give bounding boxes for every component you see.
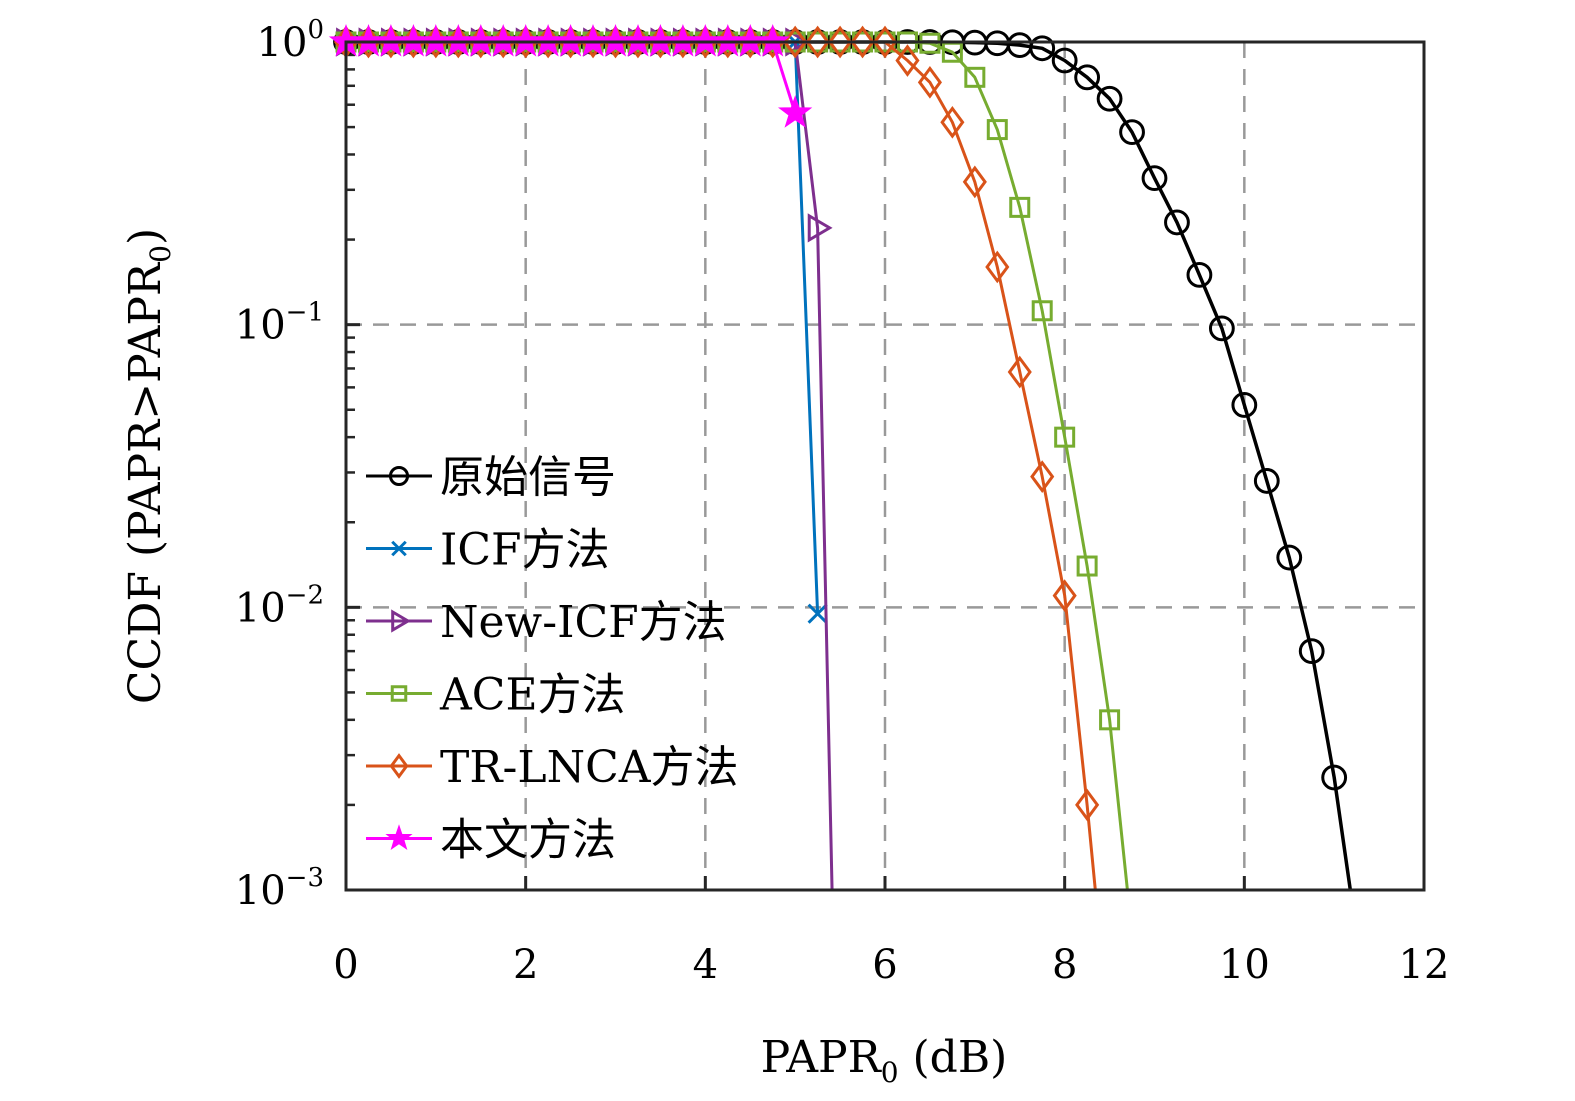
marker-diamond xyxy=(1052,579,1077,612)
marker-square xyxy=(964,66,986,88)
marker-circle xyxy=(1321,764,1348,791)
x-tick-label: 10 xyxy=(1219,942,1270,988)
marker-circle xyxy=(1276,544,1303,571)
y-tick-label-exponent: −2 xyxy=(286,580,324,610)
marker-diamond xyxy=(1007,355,1032,389)
marker-circle xyxy=(1096,85,1123,112)
x-tick-label: 12 xyxy=(1399,942,1450,988)
legend-item: TR-LNCA方法 xyxy=(366,742,739,793)
y-tick-label-base: 10 xyxy=(235,868,286,914)
marker-diamond xyxy=(1030,460,1055,493)
y-tick-label: 100 xyxy=(257,15,324,66)
marker-circle xyxy=(1298,638,1325,665)
marker-circle xyxy=(1231,392,1258,418)
y-tick-label: 10−1 xyxy=(235,298,324,349)
legend-label: 本文方法 xyxy=(440,815,616,866)
marker-square xyxy=(986,119,1008,141)
marker-diamond xyxy=(895,44,920,77)
legend-label: ICF方法 xyxy=(440,525,610,576)
y-tick-label-base: 10 xyxy=(235,303,286,349)
marker-x xyxy=(391,540,407,557)
marker-square xyxy=(1031,300,1053,322)
y-tick-label-base: 10 xyxy=(235,585,286,631)
marker-circle xyxy=(1253,468,1280,494)
legend-label: ACE方法 xyxy=(439,670,626,721)
marker-diamond xyxy=(1075,788,1100,822)
x-axis-title-suffix: (dB) xyxy=(899,1032,1008,1083)
y-axis-title: CCDF (PAPR>PAPR0) xyxy=(120,228,177,704)
legend-item: ACE方法 xyxy=(366,670,626,721)
marker-square xyxy=(390,685,408,702)
marker-circle xyxy=(1164,209,1190,236)
x-tick-label: 6 xyxy=(872,942,897,988)
grid-lines xyxy=(346,42,1424,890)
marker-diamond xyxy=(805,25,830,59)
y-axis-title-main: CCDF (PAPR>PAPR xyxy=(120,261,171,704)
marker-diamond xyxy=(985,250,1010,284)
marker-triangle xyxy=(391,609,411,633)
y-tick-label-base: 10 xyxy=(257,20,308,66)
marker-diamond xyxy=(828,25,853,59)
y-tick-label: 10−3 xyxy=(235,863,324,914)
legend-label: New-ICF方法 xyxy=(440,597,727,648)
x-tick-label: 0 xyxy=(333,942,358,988)
y-tick-label-exponent: −3 xyxy=(286,863,324,893)
marker-square xyxy=(1076,555,1098,577)
y-tick-label-exponent: 0 xyxy=(307,15,324,45)
x-axis-title: PAPR0 (dB) xyxy=(761,1032,1008,1089)
x-axis-title-sub: 0 xyxy=(881,1056,899,1089)
marker-star xyxy=(777,95,813,128)
marker-x xyxy=(807,603,828,624)
marker-diamond xyxy=(962,165,987,199)
legend-item: 本文方法 xyxy=(366,815,616,866)
y-axis-title-sub: 0 xyxy=(144,245,177,263)
marker-circle xyxy=(1074,64,1101,91)
marker-circle xyxy=(388,465,410,487)
x-tick-label: 8 xyxy=(1052,942,1077,988)
legend-item: ICF方法 xyxy=(366,525,610,576)
legend-item: New-ICF方法 xyxy=(366,597,727,648)
marker-triangle xyxy=(807,213,833,243)
marker-circle xyxy=(1208,315,1235,342)
marker-diamond xyxy=(850,25,875,59)
legend-label: TR-LNCA方法 xyxy=(440,742,739,793)
marker-square xyxy=(1009,196,1031,218)
marker-square xyxy=(1054,426,1076,448)
marker-circle xyxy=(1051,47,1078,74)
y-axis-title-suffix: ) xyxy=(120,228,171,245)
y-tick-label: 10−2 xyxy=(235,580,324,631)
marker-diamond xyxy=(917,66,942,99)
marker-diamond xyxy=(872,25,898,59)
marker-circle xyxy=(1186,261,1213,288)
marker-star xyxy=(385,824,413,851)
marker-diamond xyxy=(389,753,409,779)
marker-square xyxy=(1099,709,1121,731)
marker-diamond xyxy=(940,105,965,139)
marker-circle xyxy=(1141,165,1168,192)
y-tick-label-exponent: −1 xyxy=(286,298,324,328)
x-tick-labels: 0 2 4 6 8 10 12 xyxy=(333,942,1449,988)
x-axis-title-main: PAPR xyxy=(761,1032,883,1083)
major-ticks xyxy=(344,40,1426,892)
x-tick-label: 2 xyxy=(513,942,538,988)
x-tick-label: 4 xyxy=(693,942,718,988)
legend-label: 原始信号 xyxy=(440,452,616,503)
legend-item: 原始信号 xyxy=(366,452,616,503)
marker-circle xyxy=(1119,119,1145,146)
marker-circle xyxy=(1029,35,1056,62)
